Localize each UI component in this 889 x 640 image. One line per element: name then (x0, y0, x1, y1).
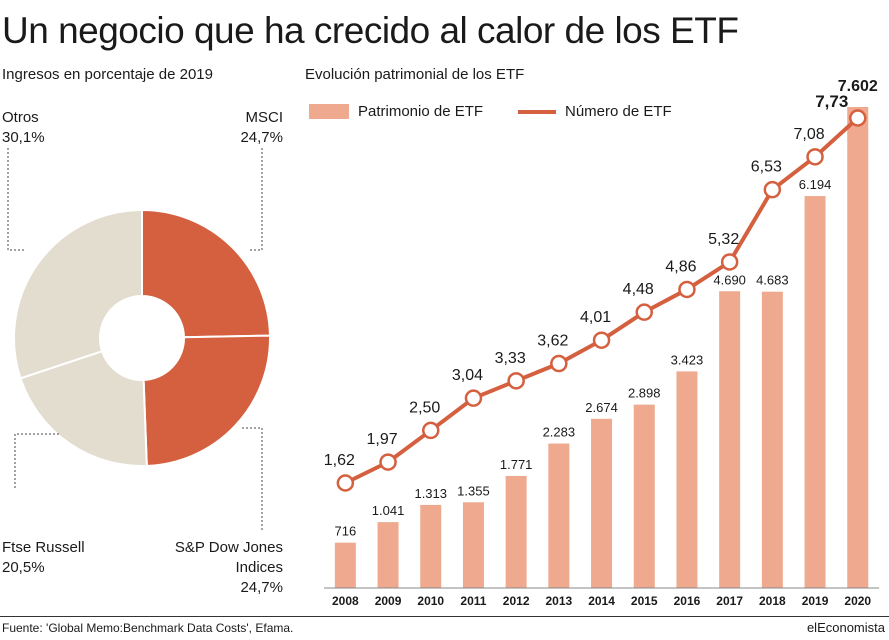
line-label-2018: 6,53 (751, 159, 782, 176)
donut-chart (7, 148, 271, 530)
line-label-2013: 3,62 (537, 333, 568, 350)
x-tick-2016: 2016 (674, 594, 701, 608)
bar-label-2020: 7.602 (838, 78, 878, 95)
bar-label-2009: 1.041 (372, 503, 405, 518)
pie-label-sp: S&P Dow Jones Indices 24,7% (175, 538, 283, 598)
bar-2010 (420, 504, 442, 588)
pie-label-msci: MSCI 24,7% (240, 108, 283, 148)
pie-label-ftse-name: Ftse Russell (2, 539, 85, 556)
line-label-2009: 1,97 (366, 431, 397, 448)
page-title: Un negocio que ha crecido al calor de lo… (2, 10, 739, 51)
bar-2014 (591, 418, 613, 588)
line-label-2008: 1,62 (324, 452, 355, 469)
line-point-2010 (422, 421, 440, 440)
x-tick-2013: 2013 (545, 594, 572, 608)
bar-2011 (462, 502, 484, 588)
brand-logo: elEconomista (806, 620, 885, 635)
pie-label-otros-name: Otros (2, 109, 39, 126)
x-tick-2011: 2011 (460, 594, 486, 608)
bar-label-2019: 6.194 (799, 177, 832, 192)
x-tick-2014: 2014 (588, 594, 615, 608)
line-label-2019: 7,08 (793, 126, 824, 143)
chart-subtitle: Evolución patrimonial de los ETF (305, 66, 525, 83)
line-point-2020 (849, 109, 867, 127)
bar-label-2010: 1.313 (414, 486, 447, 501)
line-label-2012: 3,33 (495, 350, 526, 367)
pie-subtitle: Ingresos en porcentaje de 2019 (2, 66, 213, 83)
bar-2019 (804, 196, 826, 588)
pie-label-otros-value: 30,1% (2, 129, 45, 146)
legend-bar-label: Patrimonio de ETF (358, 103, 484, 120)
pie-label-sp-name-2: Indices (235, 559, 283, 576)
pie-label-otros: Otros 30,1% (2, 108, 45, 148)
source-note: Fuente: 'Global Memo:Benchmark Data Cost… (2, 621, 294, 635)
bar-label-2015: 2.898 (628, 386, 661, 401)
x-tick-2009: 2009 (375, 594, 402, 608)
bar-label-2013: 2.283 (543, 425, 576, 440)
pie-label-msci-value: 24,7% (240, 129, 283, 146)
x-tick-2010: 2010 (417, 594, 444, 608)
legend-line-swatch (518, 110, 556, 114)
bar-2009 (377, 522, 399, 588)
line-point-2014 (592, 331, 611, 349)
bar-label-2017: 4.690 (713, 272, 746, 287)
legend-line-label: Número de ETF (565, 103, 672, 120)
line-point-2016 (678, 280, 696, 299)
x-tick-2012: 2012 (503, 594, 530, 608)
line-point-2013 (550, 354, 568, 373)
donut-slice-otros (13, 208, 143, 380)
bar-2020 (847, 107, 869, 588)
pie-label-sp-name-1: S&P Dow Jones (174, 539, 283, 556)
x-tick-2008: 2008 (332, 594, 359, 608)
pie-label-sp-value: 24,7% (240, 579, 283, 596)
line-point-2018 (763, 180, 782, 199)
bar-2016 (676, 371, 698, 588)
donut-slice-s-p-dow-jones-indices (142, 334, 271, 467)
line-point-2008 (336, 474, 355, 492)
bar-2013 (548, 443, 570, 588)
footer-rule (0, 616, 889, 617)
x-tick-2017: 2017 (716, 594, 743, 608)
bar-2008 (334, 542, 356, 588)
x-tick-2019: 2019 (802, 594, 829, 608)
bar-2012 (505, 475, 527, 588)
bar-2015 (633, 404, 655, 588)
line-label-2015: 4,48 (623, 281, 654, 298)
bar-label-2018: 4.683 (756, 273, 789, 288)
line-label-2011: 3,04 (452, 367, 483, 384)
line-label-2014: 4,01 (580, 309, 611, 326)
x-tick-2018: 2018 (759, 594, 786, 608)
leader-sp (240, 427, 263, 530)
line-label-2017: 5,32 (708, 231, 739, 248)
line-point-2009 (379, 453, 397, 471)
donut-slice-ftse-russell (19, 349, 148, 467)
line-label-2010: 2,50 (409, 399, 440, 416)
bar-label-2012: 1.771 (500, 457, 533, 472)
leader-otros (7, 148, 25, 251)
x-tick-2020: 2020 (844, 594, 871, 608)
legend-bar-swatch (309, 104, 349, 119)
line-label-2016: 4,86 (665, 258, 696, 275)
leader-ftse (14, 433, 60, 488)
line-point-2019 (806, 148, 824, 166)
line-label-2020: 7,73 (815, 92, 848, 111)
pie-label-ftse-value: 20,5% (2, 559, 45, 576)
bar-label-2011: 1.355 (457, 483, 490, 498)
pie-label-ftse: Ftse Russell 20,5% (2, 538, 85, 578)
bar-label-2016: 3.423 (671, 352, 704, 367)
donut-slice-msci (141, 208, 271, 339)
line-point-2015 (635, 303, 653, 321)
bar-label-2008: 716 (334, 524, 356, 539)
line-point-2012 (507, 372, 525, 390)
line-point-2011 (464, 389, 483, 407)
pie-label-msci-name: MSCI (245, 109, 284, 126)
bar-2018 (761, 291, 783, 588)
line-point-2017 (720, 253, 739, 271)
bar-2017 (719, 291, 741, 588)
bar-label-2014: 2.674 (585, 400, 618, 415)
x-tick-2015: 2015 (631, 594, 658, 608)
leader-msci (248, 148, 263, 251)
